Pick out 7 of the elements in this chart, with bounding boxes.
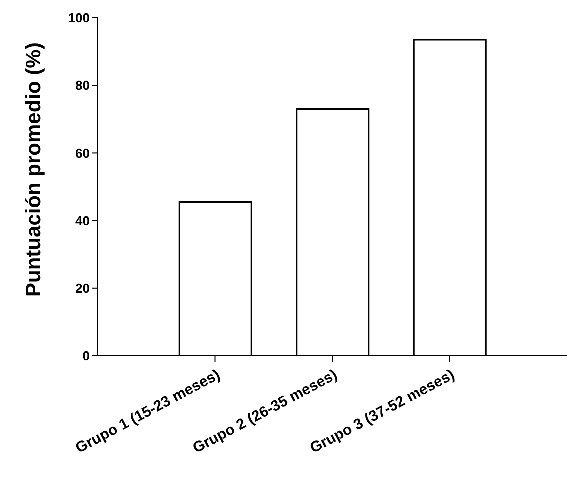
y-tick-label: 100 — [68, 10, 90, 26]
y-tick-label: 60 — [76, 146, 90, 161]
y-tick-label: 20 — [76, 281, 90, 296]
y-axis-title: Puntuación promedio (%) — [22, 42, 46, 297]
y-tick-label: 0 — [82, 348, 90, 364]
y-tick-label: 80 — [76, 78, 90, 94]
y-tick-label: 40 — [76, 213, 90, 228]
